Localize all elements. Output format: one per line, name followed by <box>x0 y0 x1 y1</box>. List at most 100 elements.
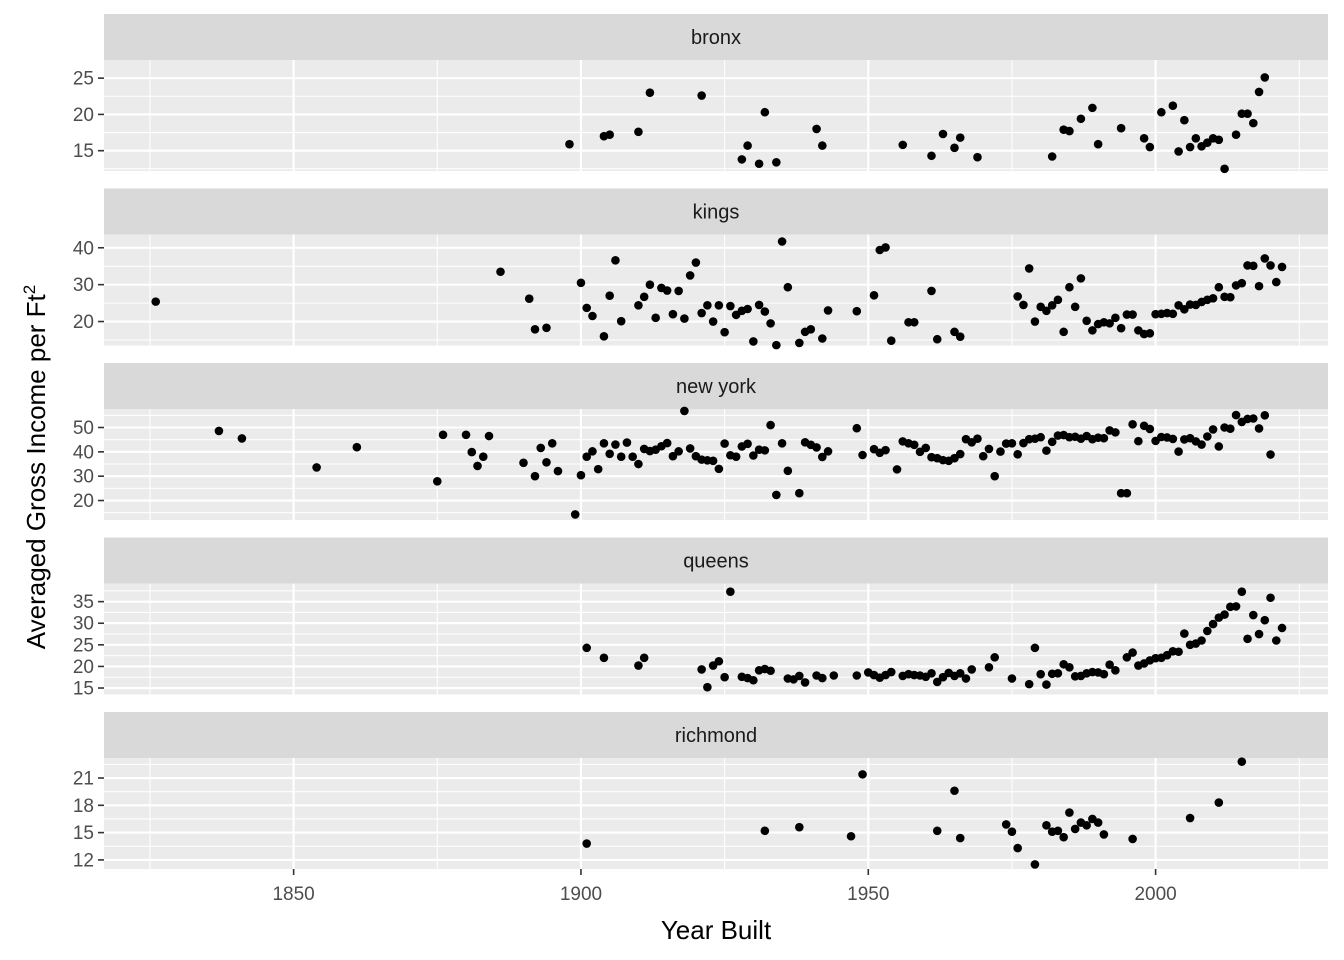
data-point <box>1180 629 1189 638</box>
data-point <box>881 243 890 252</box>
y-axis-title: Averaged Gross Income per Ft2 <box>20 285 51 649</box>
data-point <box>582 452 592 462</box>
facet-label: new york <box>676 376 757 398</box>
data-point <box>1111 313 1120 323</box>
data-point <box>1248 414 1258 423</box>
data-point <box>1024 264 1034 273</box>
data-point <box>570 510 580 519</box>
data-point <box>783 466 793 476</box>
y-tick-label: 20 <box>73 491 94 512</box>
data-point <box>1231 410 1241 420</box>
data-point <box>1024 679 1034 689</box>
data-point <box>1260 254 1270 263</box>
data-point <box>1203 626 1212 636</box>
data-point <box>708 456 718 466</box>
data-point <box>1036 432 1045 442</box>
data-point <box>898 140 908 150</box>
x-tick-label: 2000 <box>1134 884 1176 905</box>
facet-label: bronx <box>691 27 741 49</box>
data-point <box>1007 674 1017 683</box>
data-point <box>749 675 758 685</box>
data-point <box>1053 669 1063 678</box>
data-point <box>634 459 643 469</box>
data-point <box>967 665 977 674</box>
data-point <box>312 463 321 472</box>
y-tick-label: 25 <box>73 69 94 90</box>
data-point <box>795 488 804 498</box>
data-point <box>1134 436 1143 446</box>
y-tick-label: 30 <box>73 614 94 635</box>
data-point <box>1082 821 1091 830</box>
data-point <box>214 426 224 436</box>
data-point <box>1065 126 1074 136</box>
data-point <box>886 336 896 346</box>
data-point <box>760 446 770 455</box>
data-point <box>1243 634 1252 644</box>
data-point <box>726 301 735 311</box>
data-point <box>766 666 775 676</box>
data-point <box>818 334 827 343</box>
data-point <box>1185 813 1195 823</box>
y-tick-label: 15 <box>73 679 94 700</box>
data-point <box>777 439 787 448</box>
data-point <box>697 308 706 318</box>
data-point <box>634 661 643 670</box>
data-point <box>754 300 764 310</box>
data-point <box>1191 134 1201 143</box>
data-point <box>1013 292 1022 301</box>
data-point <box>743 141 752 150</box>
data-point <box>955 133 965 142</box>
y-tick-label: 25 <box>73 635 94 656</box>
data-point <box>703 301 712 310</box>
data-point <box>1013 843 1022 853</box>
facet-kings: kings 20 30 40 <box>73 188 1328 350</box>
panel-background <box>104 758 1328 869</box>
data-point <box>881 445 890 455</box>
data-point <box>691 258 701 267</box>
data-point <box>737 155 747 164</box>
data-point <box>766 420 775 430</box>
data-point <box>1145 424 1155 434</box>
data-point <box>1214 798 1224 807</box>
data-point <box>1248 118 1258 128</box>
data-point <box>645 88 655 97</box>
data-point <box>777 237 787 246</box>
x-axis: 1850 1900 1950 2000 <box>272 869 1177 905</box>
data-point <box>697 665 706 674</box>
data-point <box>1231 130 1241 140</box>
data-point <box>1105 319 1114 328</box>
facet-new-york: new york 20 30 40 50 <box>73 363 1328 520</box>
data-point <box>932 826 942 836</box>
x-tick-label: 1950 <box>847 884 889 905</box>
data-point <box>611 440 620 449</box>
y-tick-label: 35 <box>73 592 94 613</box>
data-point <box>542 323 551 333</box>
data-point <box>800 678 810 687</box>
data-point <box>542 458 551 467</box>
data-point <box>1277 262 1287 272</box>
data-point <box>1208 293 1218 303</box>
data-point <box>1185 142 1195 152</box>
data-point <box>1237 757 1247 766</box>
data-point <box>1111 666 1120 675</box>
y-tick-label: 40 <box>73 442 94 463</box>
data-point <box>955 449 965 459</box>
data-point <box>432 476 442 486</box>
data-point <box>662 438 672 448</box>
data-point <box>909 440 919 450</box>
data-point <box>519 458 528 468</box>
data-point <box>1093 818 1103 827</box>
data-point <box>1214 135 1224 145</box>
data-point <box>714 656 724 666</box>
data-point <box>639 292 649 302</box>
data-point <box>622 438 632 447</box>
data-point <box>1042 821 1051 830</box>
data-point <box>1128 310 1137 319</box>
data-point <box>1254 87 1264 97</box>
data-point <box>1260 615 1270 625</box>
data-point <box>1203 432 1212 441</box>
data-point <box>1065 282 1074 292</box>
facet-label: kings <box>693 202 740 224</box>
